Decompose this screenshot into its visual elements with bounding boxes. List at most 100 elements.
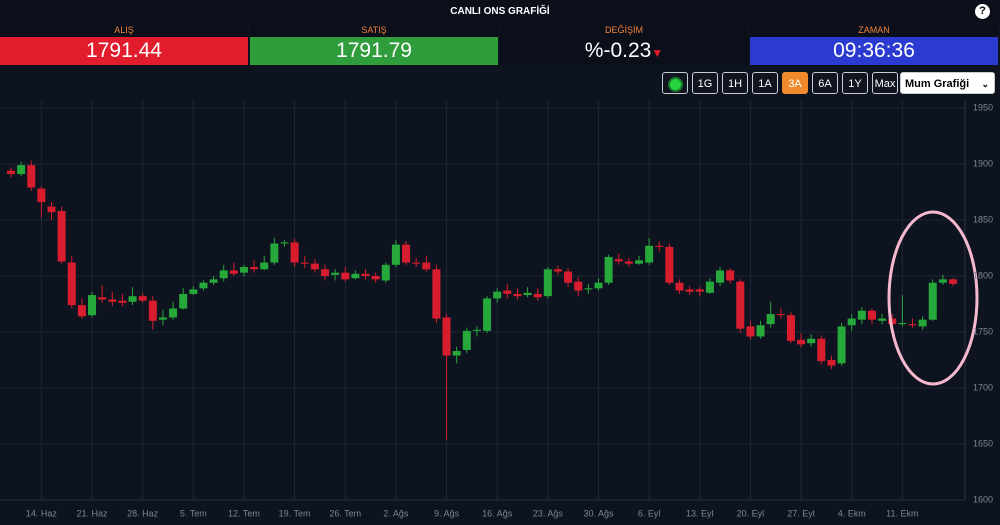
candle-body <box>635 260 643 264</box>
candle-body <box>260 262 269 270</box>
candle-body <box>412 262 421 264</box>
candle-body <box>341 272 350 280</box>
candle-body <box>148 300 157 321</box>
period-button[interactable]: 1H <box>722 72 748 94</box>
x-tick-label: 26. Tem <box>329 508 361 518</box>
x-tick-label: 14. Haz <box>26 508 58 518</box>
candle-body <box>128 296 137 302</box>
candle-body <box>351 273 360 279</box>
candle-body <box>736 281 745 329</box>
candle-body <box>442 317 451 356</box>
candle-body <box>98 297 107 300</box>
candle-body <box>543 269 552 297</box>
period-button[interactable]: 6A <box>812 72 838 94</box>
candle-body <box>949 279 957 284</box>
candle-body <box>77 305 86 317</box>
candle-body <box>229 270 238 274</box>
quote-label: SATIŞ <box>250 24 498 37</box>
candle-body <box>138 296 147 301</box>
period-button[interactable]: 1G <box>692 72 718 94</box>
candle-body <box>807 338 816 344</box>
live-dot <box>667 76 683 92</box>
candle-body <box>17 165 26 175</box>
candle-body <box>371 276 380 280</box>
candle-body <box>908 324 917 326</box>
quote-label: DEĞİŞİM <box>500 24 748 37</box>
candle-body <box>381 264 390 281</box>
candle-body <box>533 293 542 298</box>
quote-value: 1791.79 <box>250 37 498 65</box>
x-tick-label: 21. Haz <box>77 508 109 518</box>
period-button[interactable]: Max <box>872 72 898 94</box>
candle-body <box>239 267 248 273</box>
chart-type-select[interactable]: Mum Grafiği ⌄ <box>900 72 995 94</box>
candle-body <box>928 282 937 320</box>
candle-body <box>685 289 694 292</box>
x-tick-label: 5. Tem <box>180 508 207 518</box>
candle-body <box>553 269 562 272</box>
candle-body <box>918 319 927 327</box>
x-tick-label: 13. Eyl <box>686 508 714 518</box>
live-button[interactable] <box>662 72 688 94</box>
period-button[interactable]: 1A <box>752 72 778 94</box>
candle-body <box>462 330 471 350</box>
candle-body <box>219 270 228 279</box>
candle-body <box>837 326 846 364</box>
candle-body <box>472 329 481 331</box>
title-bar: CANLI ONS GRAFİĞİ ? <box>0 0 1000 23</box>
candle-body <box>158 317 167 320</box>
quote: SATIŞ 1791.79 <box>250 24 498 65</box>
candle-body <box>270 243 279 263</box>
y-tick-label: 1600 <box>973 494 993 504</box>
candle-body <box>797 339 806 345</box>
quote-label: ZAMAN <box>750 24 998 37</box>
candle-body <box>452 351 461 356</box>
candle-body <box>290 242 299 263</box>
candle-body <box>766 314 775 325</box>
candle-body <box>756 325 765 337</box>
candle-body <box>776 314 785 316</box>
candle-body <box>817 338 826 362</box>
quote-value: 1791.44 <box>0 37 248 65</box>
y-tick-label: 1650 <box>973 438 993 448</box>
chart: 1600 1650 1700 1750 1800 1850 1900 1950 14. Haz 2… <box>0 100 993 518</box>
candle-body <box>179 293 188 309</box>
candle-body <box>614 259 623 262</box>
title: CANLI ONS GRAFİĞİ <box>450 6 550 17</box>
candle-body <box>604 256 613 283</box>
candle-body <box>645 245 654 263</box>
candle-body <box>503 290 512 294</box>
candle-body <box>675 282 684 291</box>
candle-body <box>310 263 319 270</box>
candle-body <box>199 282 208 289</box>
candle-body <box>57 211 66 262</box>
candle-body <box>867 310 876 320</box>
help-button[interactable]: ? <box>975 4 990 19</box>
select-arrow: ⌄ <box>981 79 989 89</box>
candle-body <box>321 269 329 276</box>
x-tick-label: 28. Haz <box>127 508 159 518</box>
candle-body <box>695 289 704 292</box>
candle-body <box>665 246 674 283</box>
candle-body <box>716 270 725 283</box>
x-tick-label: 16. Ağs <box>482 508 513 518</box>
candle-body <box>786 315 795 341</box>
candle-body <box>88 295 97 316</box>
candle-body <box>746 326 755 337</box>
candle-body <box>594 282 603 289</box>
candle-body <box>574 281 583 291</box>
y-tick-label: 1700 <box>973 382 993 392</box>
period-button[interactable]: 3A <box>782 72 808 94</box>
candle-body <box>878 318 887 321</box>
x-tick-label: 30. Ağs <box>583 508 614 518</box>
quote-value: 09:36:36 <box>750 37 998 65</box>
candle-body <box>705 281 714 293</box>
period-button[interactable]: 1Y <box>842 72 868 94</box>
quotes: ALIŞ 1791.44 SATIŞ 1791.79 DEĞİŞİM %-0.23▼ … <box>0 24 1000 65</box>
candle-body <box>37 188 46 203</box>
candle-body <box>280 242 289 244</box>
candle-body <box>27 165 36 188</box>
candle-body <box>584 288 593 290</box>
candle-body <box>938 279 947 283</box>
